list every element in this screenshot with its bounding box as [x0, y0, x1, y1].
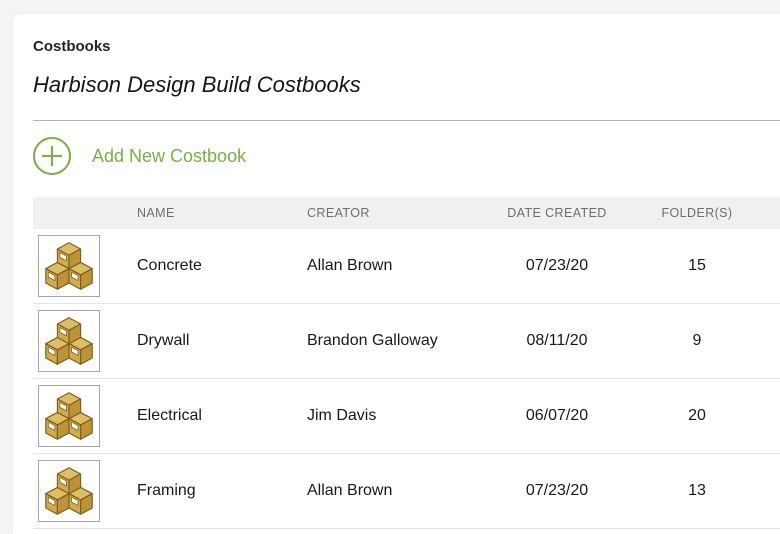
- name-cell: Concrete: [137, 257, 202, 274]
- table-row-concrete[interactable]: Concrete Allan Brown 07/23/20 15: [33, 229, 780, 304]
- table-row-framing[interactable]: Framing Allan Brown 07/23/20 13: [33, 454, 780, 529]
- stacked-boxes-icon: [38, 385, 100, 447]
- name-cell: Drywall: [137, 332, 190, 349]
- date-created-cell: 07/23/20: [525, 482, 589, 499]
- section-label: Costbooks: [33, 38, 111, 55]
- page-title: Harbison Design Build Costbooks: [33, 72, 361, 97]
- date-created-cell: 07/23/20: [525, 257, 589, 274]
- costbooks-table: NAME CREATOR DATE CREATED FOLDER(S) Conc…: [33, 197, 780, 529]
- folders-cell: 9: [692, 332, 702, 349]
- creator-cell: Allan Brown: [307, 482, 393, 499]
- folders-cell: 13: [688, 482, 706, 499]
- table-row-electrical[interactable]: Electrical Jim Davis 06/07/20 20: [33, 379, 780, 454]
- icon-cell: [33, 460, 137, 522]
- column-header-name: NAME: [137, 206, 175, 220]
- column-header-creator: CREATOR: [307, 206, 370, 220]
- folders-cell: 20: [688, 407, 706, 424]
- creator-cell: Brandon Galloway: [307, 332, 438, 349]
- icon-cell: [33, 310, 137, 372]
- table-header-row: NAME CREATOR DATE CREATED FOLDER(S): [33, 197, 780, 229]
- stacked-boxes-icon: [38, 310, 100, 372]
- table-row-drywall[interactable]: Drywall Brandon Galloway 08/11/20 9: [33, 304, 780, 379]
- costbooks-card: Costbooks Harbison Design Build Costbook…: [13, 14, 780, 534]
- add-new-costbook-label: Add New Costbook: [92, 145, 247, 166]
- creator-cell: Allan Brown: [307, 257, 393, 274]
- name-cell: Electrical: [137, 407, 202, 424]
- plus-circle-icon: [33, 137, 71, 175]
- creator-cell: Jim Davis: [307, 407, 377, 424]
- date-created-cell: 06/07/20: [525, 407, 589, 424]
- column-header-folders: FOLDER(S): [661, 206, 733, 220]
- column-header-date-created: DATE CREATED: [507, 206, 607, 220]
- header-divider: [33, 120, 780, 121]
- icon-cell: [33, 235, 137, 297]
- add-new-costbook-button[interactable]: Add New Costbook: [33, 137, 246, 175]
- date-created-cell: 08/11/20: [526, 332, 588, 349]
- folders-cell: 15: [688, 257, 706, 274]
- stacked-boxes-icon: [38, 235, 100, 297]
- name-cell: Framing: [137, 482, 196, 499]
- icon-cell: [33, 385, 137, 447]
- stacked-boxes-icon: [38, 460, 100, 522]
